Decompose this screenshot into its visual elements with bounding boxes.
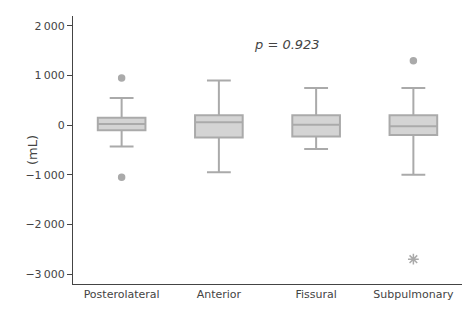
- svg-text:Subpulmonary: Subpulmonary: [373, 288, 454, 301]
- svg-text:p = 0.923: p = 0.923: [254, 37, 320, 52]
- svg-text:−1 000: −1 000: [25, 169, 64, 182]
- svg-text:−2 000: −2 000: [25, 218, 64, 231]
- svg-text:Fissural: Fissural: [295, 288, 336, 301]
- svg-text:Anterior: Anterior: [197, 288, 242, 301]
- svg-text:Posterolateral: Posterolateral: [84, 288, 160, 301]
- svg-text:−3 000: −3 000: [25, 268, 64, 281]
- svg-text:0: 0: [58, 119, 65, 132]
- svg-text:2 000: 2 000: [35, 20, 65, 33]
- svg-text:1 000: 1 000: [35, 69, 65, 82]
- svg-text:(mL): (mL): [25, 135, 40, 165]
